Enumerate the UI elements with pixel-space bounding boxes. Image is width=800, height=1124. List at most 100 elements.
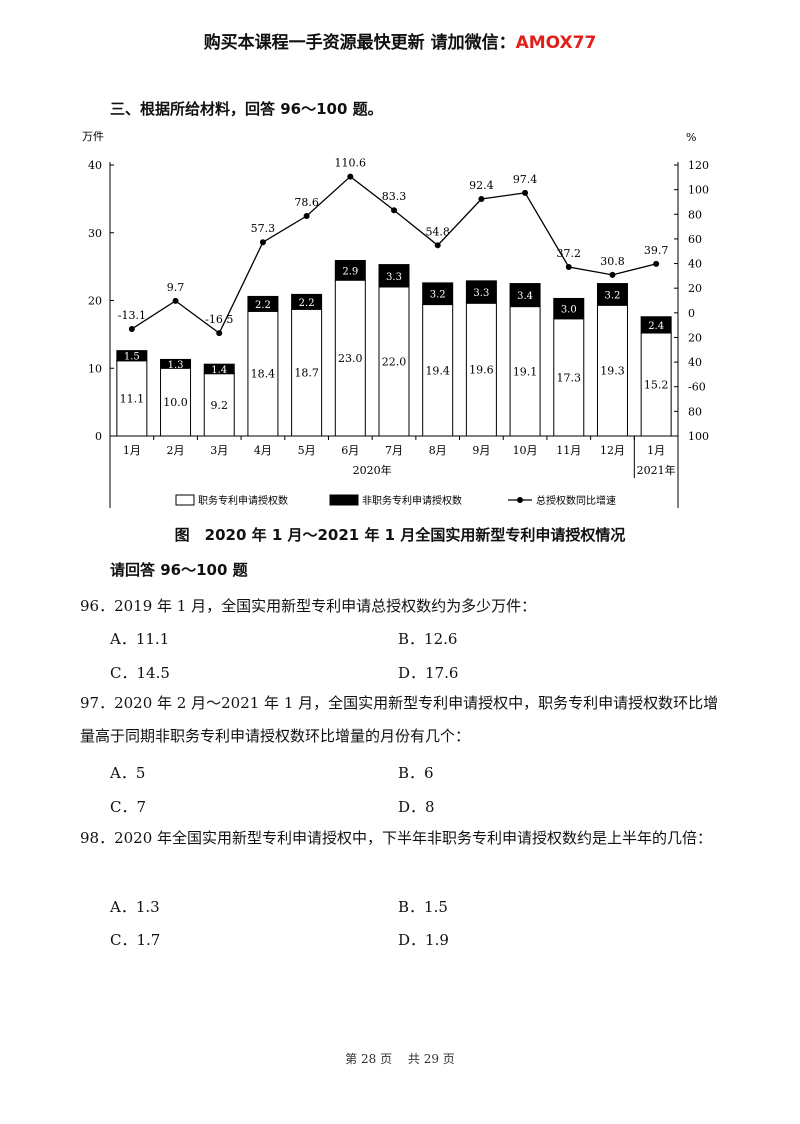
right-tick-label: 100 [688, 430, 709, 443]
bar-service [378, 286, 410, 437]
question-text: 2020 年全国实用新型专利申请授权中，下半年非职务专利申请授权数约是上半年的几… [114, 829, 713, 847]
legend-nonservice-label: 非职务专利申请授权数 [362, 494, 462, 507]
patent-chart: 万件 % 0 10 20 30 40 120 100 80 60 40 20 0 20 40 -60 80 100 1… [82, 130, 709, 508]
right-tick-label: 80 [688, 208, 702, 221]
bar-nonservice [378, 264, 410, 288]
bar-service [553, 318, 585, 437]
bar-nonservice-label: 2.4 [648, 321, 664, 332]
growth-label: 92.4 [469, 179, 494, 192]
legend-nonservice-swatch [329, 494, 359, 506]
bar-nonservice-label: 2.9 [342, 266, 358, 277]
x-tick-label: 3月 [210, 444, 228, 457]
option-a[interactable]: A．1.3 [110, 898, 160, 916]
x-tick-label: 11月 [556, 444, 581, 457]
growth-label: 39.7 [644, 244, 669, 257]
right-tick-label: 60 [688, 233, 702, 246]
bar-nonservice-label: 1.5 [124, 352, 140, 363]
growth-label: 54.8 [425, 225, 450, 238]
option-b[interactable]: B．12.6 [398, 630, 458, 648]
right-tick-label: 120 [688, 159, 709, 172]
growth-label: -16.5 [205, 313, 233, 326]
right-tick-label: 100 [688, 184, 709, 197]
bar-service-label: 19.3 [600, 365, 625, 378]
left-tick-label: 30 [88, 227, 102, 240]
right-tick-label: -60 [688, 381, 706, 394]
x-tick-label: 8月 [429, 444, 447, 457]
section-title: 三、根据所给材料，回答 96～100 题。 [110, 100, 383, 118]
left-tick-label: 10 [88, 362, 102, 375]
growth-point [522, 189, 529, 196]
bar-nonservice [509, 283, 541, 308]
x-tick-label: 4月 [254, 444, 272, 457]
bar-service-label: 9.2 [210, 399, 228, 412]
legend-service-label: 职务专利申请授权数 [198, 494, 288, 507]
bar-nonservice-label: 3.2 [430, 290, 446, 301]
bar-service [422, 304, 454, 437]
right-axis-label: % [686, 131, 696, 144]
growth-point [609, 271, 616, 278]
option-d[interactable]: D．17.6 [398, 664, 459, 682]
option-c[interactable]: C．1.7 [110, 931, 161, 949]
bar-nonservice [334, 260, 366, 281]
bar-service-label: 22.0 [382, 355, 407, 368]
bar-nonservice [640, 316, 672, 334]
bar-nonservice-label: 3.3 [473, 288, 489, 299]
question-number: 98． [80, 829, 115, 847]
bar-nonservice [247, 295, 279, 312]
bar-service [596, 304, 628, 437]
bar-service [291, 308, 323, 437]
left-axis-label: 万件 [82, 130, 104, 143]
option-b[interactable]: B．1.5 [398, 898, 448, 916]
bar-service-label: 15.2 [644, 379, 669, 392]
x-tick-label: 12月 [600, 444, 625, 457]
bar-nonservice-label: 3.0 [561, 305, 577, 316]
year-label-2020: 2020年 [353, 463, 392, 477]
bar-nonservice [291, 293, 323, 310]
left-tick-label: 0 [95, 430, 102, 443]
bar-service-label: 23.0 [338, 352, 363, 365]
page-footer: 第 28 页 共 29 页 [0, 1050, 800, 1067]
right-tick-label: 20 [688, 331, 702, 344]
option-d[interactable]: D．1.9 [398, 931, 449, 949]
growth-point [478, 195, 485, 202]
bar-service-label: 19.1 [513, 365, 538, 378]
left-tick-label: 20 [88, 295, 102, 308]
bar-service-label: 18.7 [294, 367, 319, 380]
option-c[interactable]: C．14.5 [110, 664, 170, 682]
bar-service [509, 306, 541, 437]
question-98: 98．2020 年全国实用新型专利申请授权中，下半年非职务专利申请授权数约是上半… [80, 822, 720, 855]
growth-point [391, 207, 397, 214]
bar-service-label: 19.6 [469, 364, 494, 377]
bar-nonservice-label: 2.2 [255, 300, 271, 311]
bar-service [160, 367, 192, 437]
option-b[interactable]: B．6 [398, 764, 434, 782]
option-d[interactable]: D．8 [398, 798, 435, 816]
bar-nonservice-label: 3.3 [386, 272, 402, 283]
growth-label: 83.3 [382, 190, 407, 203]
option-c[interactable]: C．7 [110, 798, 147, 816]
x-tick-label: 10月 [513, 444, 538, 457]
option-a[interactable]: A．5 [110, 764, 146, 782]
x-tick-label: 7月 [385, 444, 403, 457]
question-text: 2020 年 2 月～2021 年 1 月，全国实用新型专利申请授权中，职务专利… [80, 694, 719, 745]
bar-service [640, 332, 672, 437]
bar-service-label: 17.3 [557, 371, 582, 384]
legend-growth-marker [517, 497, 523, 503]
option-a[interactable]: A．11.1 [110, 630, 170, 648]
right-tick-label: 40 [688, 356, 702, 369]
legend-growth-label: 总授权数同比增速 [536, 494, 616, 507]
bar-nonservice-label: 2.2 [299, 298, 315, 309]
growth-point [303, 212, 310, 219]
x-tick-label: 5月 [298, 444, 316, 457]
right-tick-label: 80 [688, 405, 702, 418]
year-label-2021: 2021年 [637, 463, 676, 477]
growth-label: 97.4 [513, 173, 538, 186]
growth-point [653, 260, 660, 267]
bar-nonservice [160, 358, 192, 369]
x-tick-label: 9月 [472, 444, 490, 457]
question-97: 97．2020 年 2 月～2021 年 1 月，全国实用新型专利申请授权中，职… [80, 687, 720, 753]
figure-caption: 图 2020 年 1 月～2021 年 1 月全国实用新型专利申请授权情况 [174, 526, 626, 544]
growth-point [347, 173, 354, 180]
bar-service-label: 11.1 [120, 392, 145, 405]
growth-point [128, 325, 135, 332]
